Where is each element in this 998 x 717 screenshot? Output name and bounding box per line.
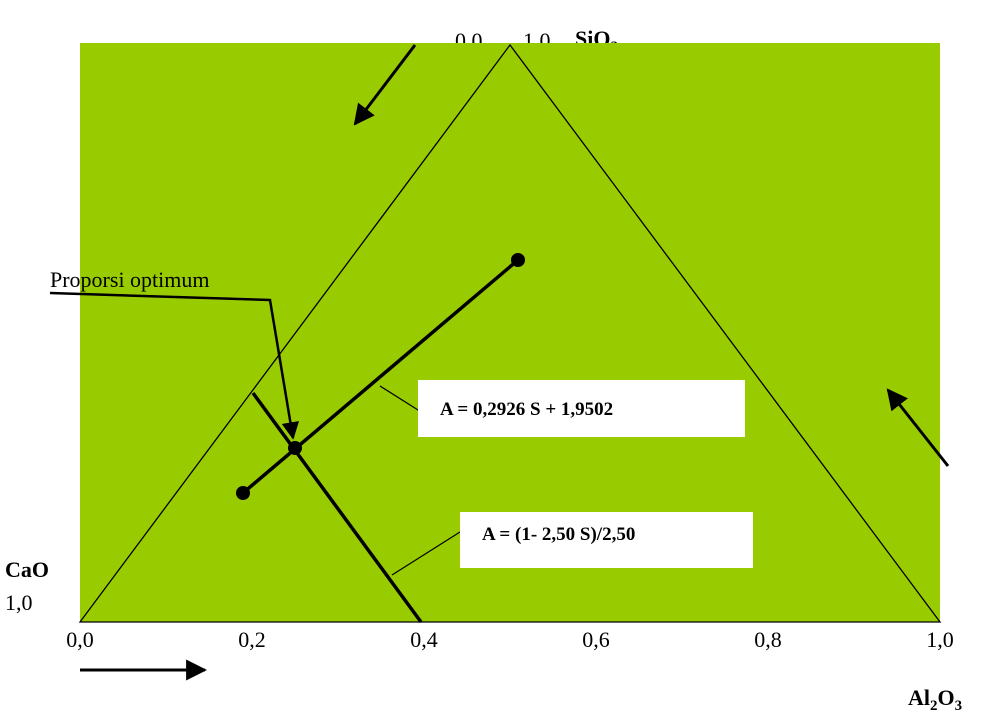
constraint-line (251, 391, 423, 624)
equation-box (418, 380, 745, 437)
optimum-point (288, 441, 302, 455)
formula-sub: 3 (955, 698, 963, 714)
equation: A = (1- 2,50 S)/2,50 (482, 524, 635, 545)
direction-arrow (886, 388, 950, 467)
ternary-triangle (78, 43, 942, 623)
left-axis-value: 1,0 (5, 590, 33, 615)
equation-box (460, 512, 753, 568)
tick-label: 0,4 (410, 627, 438, 652)
formula-sub: 2 (930, 698, 938, 714)
tick-label: 0,0 (66, 627, 94, 652)
direction-arrow (353, 44, 417, 126)
annotation: Proporsi optimum (50, 267, 210, 292)
tick-label: 0,6 (582, 627, 610, 652)
formula-main: Al (908, 685, 930, 710)
point (511, 253, 525, 267)
leader-line (391, 531, 461, 576)
tie-line (241, 258, 520, 495)
tick-label: 0,2 (238, 627, 266, 652)
left-axis-label: CaO (5, 557, 49, 582)
annotation-arrow (49, 291, 300, 440)
equation: A = 0,2926 S + 1,9502 (440, 399, 613, 420)
bottom-axis-formula: Al2O3 (908, 685, 962, 714)
point (236, 486, 250, 500)
tick-label: 0,8 (754, 627, 782, 652)
formula-main: O (938, 685, 955, 710)
tick-label: 1,0 (926, 627, 954, 652)
bottom-ticks: 0,0 0,2 0,4 0,6 0,8 1,0 (66, 627, 954, 652)
leader-line (379, 385, 419, 411)
